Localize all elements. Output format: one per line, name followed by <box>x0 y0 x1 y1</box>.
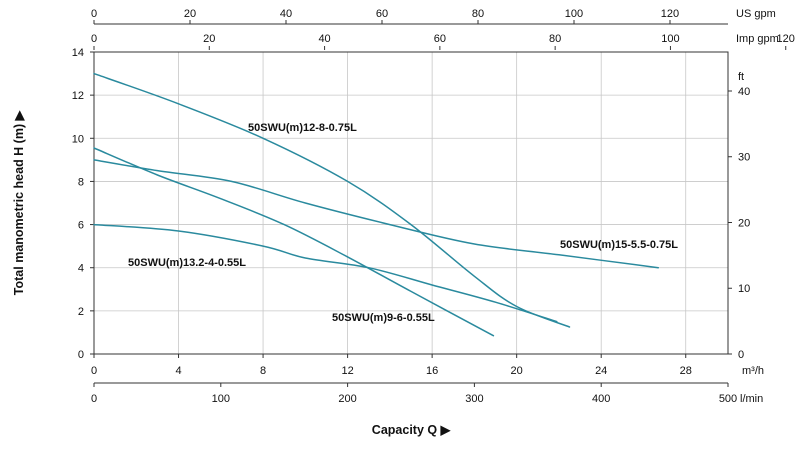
lmin-tick-label: 200 <box>338 393 356 405</box>
y-tick-label: 8 <box>78 176 84 188</box>
series-line <box>93 147 495 337</box>
x-axis-title: Capacity Q ▶ <box>372 423 452 437</box>
x-tick-label: 28 <box>680 365 692 377</box>
impgpm-unit-label: Imp gpm <box>736 33 779 45</box>
series-label: 50SWU(m)15-5.5-0.75L <box>560 239 678 251</box>
usgpm-tick-label: 0 <box>91 8 97 20</box>
x-unit-label: m³/h <box>742 365 764 377</box>
x-tick-label: 12 <box>341 365 353 377</box>
ft-tick-label: 40 <box>738 86 750 98</box>
x-tick-label: 20 <box>511 365 523 377</box>
impgpm-tick-label: 100 <box>661 33 679 45</box>
x-tick-label: 8 <box>260 365 266 377</box>
lmin-tick-label: 300 <box>465 393 483 405</box>
ft-unit-label: ft <box>738 71 744 83</box>
series-line <box>93 72 571 328</box>
series-label: 50SWU(m)12-8-0.75L <box>248 122 357 134</box>
usgpm-unit-label: US gpm <box>736 8 776 20</box>
ft-tick-label: 30 <box>738 152 750 164</box>
impgpm-tick-label: 20 <box>203 33 215 45</box>
series-label: 50SWU(m)9-6-0.55L <box>332 312 435 324</box>
lmin-tick-label: 100 <box>212 393 230 405</box>
x-tick-label: 0 <box>91 365 97 377</box>
usgpm-tick-label: 20 <box>184 8 196 20</box>
lmin-tick-label: 400 <box>592 393 610 405</box>
series-line <box>93 223 558 323</box>
usgpm-tick-label: 100 <box>565 8 583 20</box>
ft-tick-label: 0 <box>738 349 744 361</box>
impgpm-tick-label: 0 <box>91 33 97 45</box>
y-tick-label: 12 <box>72 90 84 102</box>
x-tick-label: 16 <box>426 365 438 377</box>
usgpm-tick-label: 120 <box>661 8 679 20</box>
lmin-tick-label: 500 <box>719 393 737 405</box>
x-tick-label: 4 <box>175 365 181 377</box>
grid <box>94 52 728 354</box>
series-label: 50SWU(m)13.2-4-0.55L <box>128 257 246 269</box>
series-line <box>93 159 660 269</box>
y-tick-label: 2 <box>78 306 84 318</box>
usgpm-tick-label: 40 <box>280 8 292 20</box>
y-tick-label: 0 <box>78 349 84 361</box>
ft-tick-label: 10 <box>738 283 750 295</box>
plot-border <box>93 51 729 355</box>
x-tick-label: 24 <box>595 365 607 377</box>
lmin-tick-label: 0 <box>91 393 97 405</box>
impgpm-tick-label: 40 <box>318 33 330 45</box>
impgpm-tick-label: 80 <box>549 33 561 45</box>
y-tick-label: 10 <box>72 133 84 145</box>
usgpm-tick-label: 80 <box>472 8 484 20</box>
usgpm-tick-label: 60 <box>376 8 388 20</box>
ft-tick-label: 20 <box>738 217 750 229</box>
impgpm-tick-label: 120 <box>777 33 795 45</box>
y-tick-label: 6 <box>78 220 84 232</box>
y-tick-label: 4 <box>78 263 84 275</box>
plot-frame <box>90 20 787 387</box>
lmin-unit-label: l/min <box>740 393 763 405</box>
y-axis-title: Total manometric head H (m) ▶ <box>12 109 26 295</box>
impgpm-tick-label: 60 <box>434 33 446 45</box>
curves <box>93 72 660 337</box>
y-tick-label: 14 <box>72 47 84 59</box>
